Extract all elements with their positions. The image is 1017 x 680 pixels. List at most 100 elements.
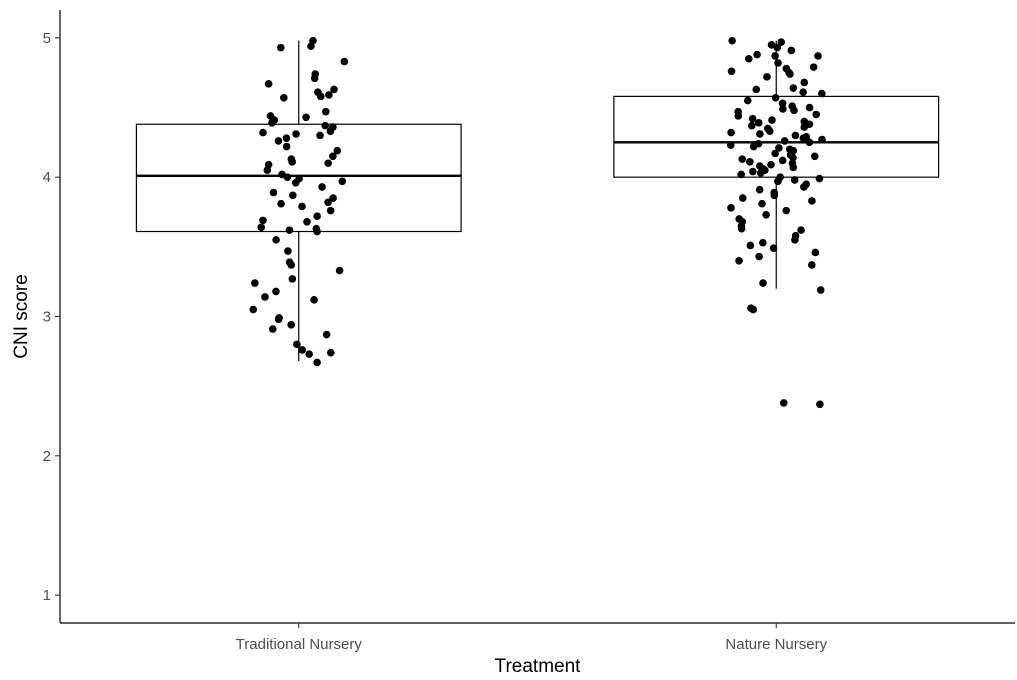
data-point	[812, 110, 820, 119]
box-1	[613, 40, 940, 289]
data-point	[272, 236, 280, 244]
data-point	[752, 85, 761, 94]
data-point	[800, 78, 809, 87]
data-point	[321, 107, 330, 116]
data-point	[340, 57, 349, 66]
data-point	[289, 191, 297, 200]
data-point	[283, 173, 292, 181]
axes: 1 2 3 4 5 Traditional Nursery Nature Nursery	[43, 10, 1015, 653]
data-point	[780, 137, 789, 145]
data-point	[809, 63, 818, 71]
data-point	[746, 158, 754, 166]
box-0	[135, 40, 462, 362]
data-point	[303, 217, 311, 226]
data-point	[728, 36, 736, 45]
data-point	[782, 206, 791, 215]
data-point	[790, 106, 798, 115]
data-point	[778, 99, 787, 108]
data-point	[727, 67, 736, 76]
y-tick-label: 5	[43, 30, 51, 47]
data-point	[749, 142, 758, 151]
data-point	[815, 174, 824, 183]
data-point	[749, 305, 758, 314]
box-iqr	[135, 123, 462, 233]
data-point	[285, 226, 294, 234]
data-point	[324, 159, 332, 168]
data-point	[322, 330, 331, 339]
data-point	[330, 85, 338, 94]
data-point	[282, 142, 291, 151]
data-point	[767, 41, 776, 49]
data-point	[797, 226, 805, 234]
data-point	[274, 315, 283, 324]
data-point	[313, 227, 321, 236]
data-point	[769, 244, 778, 253]
data-point	[261, 293, 269, 301]
data-point	[799, 134, 808, 142]
data-point	[282, 134, 291, 142]
data-point	[293, 340, 301, 349]
data-point	[759, 279, 767, 287]
data-point	[778, 156, 787, 165]
data-point	[298, 346, 307, 354]
data-point	[291, 178, 300, 187]
data-point	[324, 198, 332, 207]
data-point	[748, 114, 757, 123]
data-point	[746, 241, 755, 250]
data-point	[775, 144, 783, 152]
data-point	[789, 84, 798, 92]
data-point	[786, 70, 794, 78]
data-point	[292, 130, 300, 138]
data-point	[762, 210, 770, 219]
data-point	[269, 188, 278, 197]
x-axis-title: Treatment	[495, 656, 582, 677]
data-point	[734, 112, 743, 120]
data-point	[335, 266, 344, 275]
data-point	[808, 197, 816, 205]
data-point	[738, 194, 747, 202]
data-point	[726, 141, 735, 149]
data-point	[318, 183, 326, 191]
data-point	[800, 183, 808, 191]
data-point	[298, 202, 306, 211]
data-point	[807, 261, 816, 269]
data-point	[727, 128, 735, 137]
data-point	[280, 93, 288, 102]
data-point	[774, 177, 782, 186]
data-point	[799, 88, 807, 96]
data-point	[789, 153, 797, 162]
y-tick-label: 4	[43, 169, 51, 186]
data-point	[774, 59, 782, 67]
data-point	[302, 113, 310, 122]
data-point	[288, 275, 297, 283]
data-point	[767, 160, 775, 169]
data-point	[325, 91, 333, 99]
data-point	[749, 167, 757, 176]
data-point	[737, 224, 746, 233]
data-point	[818, 135, 826, 144]
data-point	[766, 127, 774, 136]
data-point	[313, 212, 321, 220]
data-point	[329, 194, 337, 202]
data-point	[756, 169, 765, 177]
data-point	[748, 121, 756, 130]
x-tick-label: Nature Nursery	[725, 636, 827, 653]
data-point	[329, 152, 337, 161]
data-point	[759, 238, 767, 247]
data-point	[333, 146, 342, 155]
data-point	[816, 286, 825, 294]
data-point	[771, 149, 779, 158]
data-point	[768, 116, 776, 124]
data-point	[791, 131, 800, 140]
data-point	[249, 305, 258, 314]
data-point	[754, 119, 763, 127]
y-tick-label: 1	[43, 587, 51, 604]
data-point	[310, 295, 318, 304]
data-point	[264, 80, 273, 88]
data-point	[269, 325, 277, 333]
data-point	[321, 121, 330, 130]
data-point	[251, 279, 259, 287]
points-1	[726, 36, 826, 409]
x-tick-label: Traditional Nursery	[236, 636, 363, 653]
